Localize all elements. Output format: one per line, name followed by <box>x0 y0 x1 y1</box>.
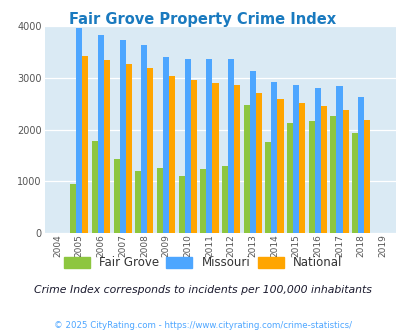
Bar <box>92 141 98 233</box>
Bar <box>200 169 206 233</box>
Bar <box>168 76 175 233</box>
Bar <box>119 40 126 233</box>
Bar <box>265 142 271 233</box>
Bar <box>342 111 348 233</box>
Text: Fair Grove Property Crime Index: Fair Grove Property Crime Index <box>69 12 336 26</box>
Bar <box>363 120 369 233</box>
Bar <box>104 60 110 233</box>
Bar <box>70 184 76 233</box>
Bar <box>222 166 228 233</box>
Bar <box>351 133 357 233</box>
Bar <box>126 63 132 233</box>
Legend: Fair Grove, Missouri, National: Fair Grove, Missouri, National <box>59 252 346 274</box>
Bar <box>234 85 240 233</box>
Bar <box>271 82 277 233</box>
Bar <box>336 86 342 233</box>
Bar <box>190 80 196 233</box>
Bar <box>314 88 320 233</box>
Bar <box>212 82 218 233</box>
Bar <box>82 56 88 233</box>
Bar <box>255 93 261 233</box>
Bar <box>308 121 314 233</box>
Bar <box>292 85 298 233</box>
Text: Crime Index corresponds to incidents per 100,000 inhabitants: Crime Index corresponds to incidents per… <box>34 285 371 295</box>
Bar <box>298 103 305 233</box>
Bar <box>141 45 147 233</box>
Bar <box>184 59 190 233</box>
Bar <box>76 28 82 233</box>
Text: © 2025 CityRating.com - https://www.cityrating.com/crime-statistics/: © 2025 CityRating.com - https://www.city… <box>54 321 351 330</box>
Bar <box>228 59 234 233</box>
Bar <box>178 176 184 233</box>
Bar <box>113 159 119 233</box>
Bar <box>135 171 141 233</box>
Bar <box>243 105 249 233</box>
Bar <box>320 106 326 233</box>
Bar <box>163 57 168 233</box>
Bar <box>249 71 255 233</box>
Bar <box>206 59 212 233</box>
Bar <box>330 116 336 233</box>
Bar <box>147 68 153 233</box>
Bar <box>277 99 283 233</box>
Bar <box>286 123 292 233</box>
Bar <box>157 168 163 233</box>
Bar <box>357 96 363 233</box>
Bar <box>98 35 104 233</box>
